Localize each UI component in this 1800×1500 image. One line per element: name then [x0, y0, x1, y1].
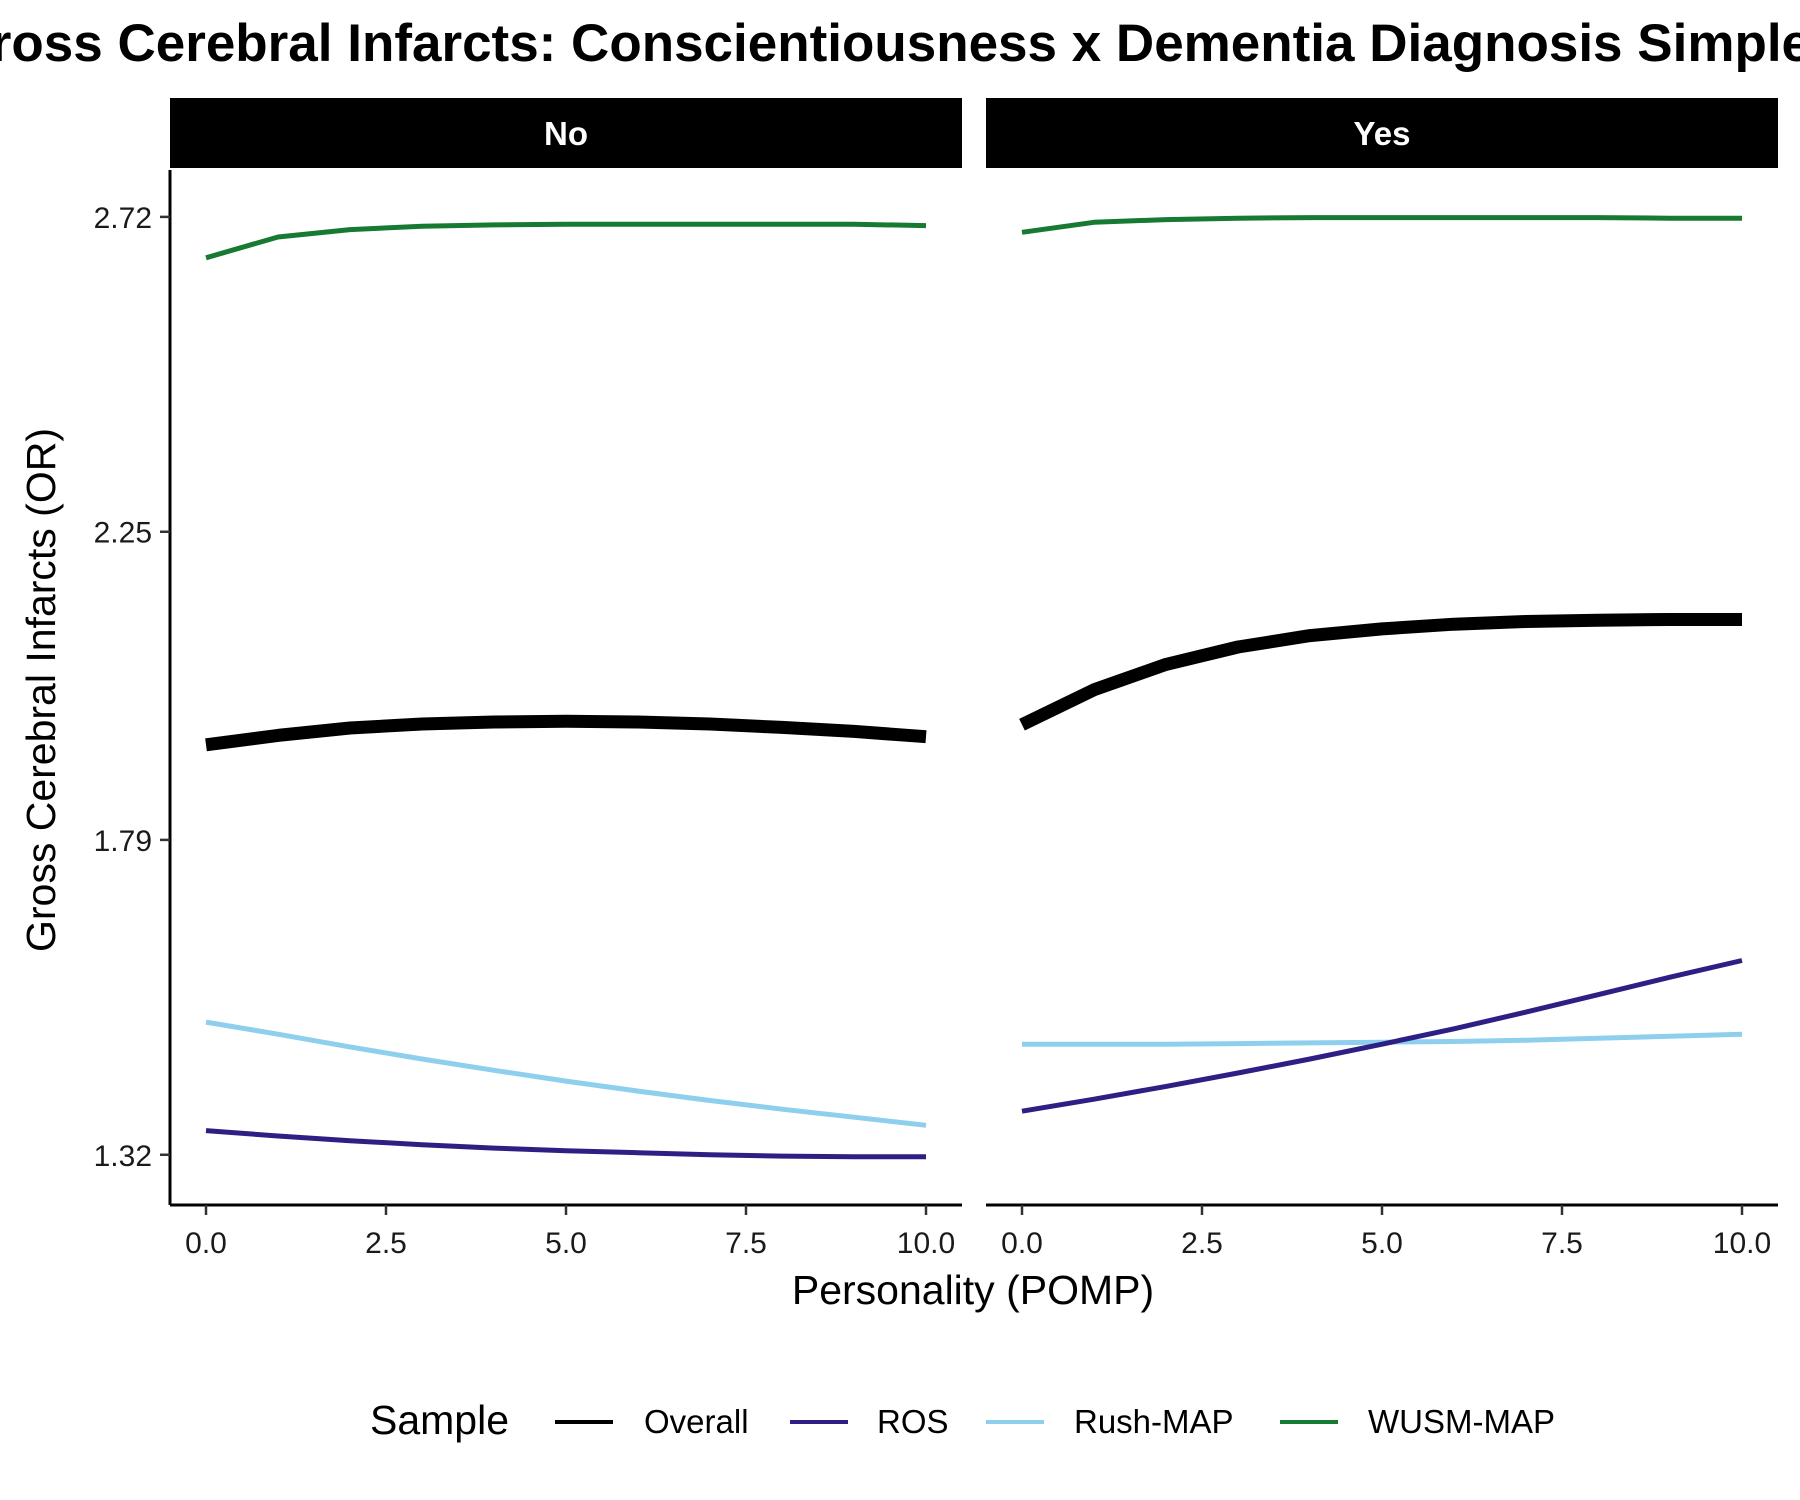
facet-strip — [170, 98, 962, 168]
y-tick-label: 2.72 — [94, 202, 152, 235]
y-tick-label: 1.79 — [94, 825, 152, 858]
y-tick-label: 2.25 — [94, 517, 152, 550]
y-tick-label: 1.32 — [94, 1140, 152, 1173]
legend: Sample Overall ROS Rush-MAP WUSM-MAP — [370, 1397, 1555, 1443]
x-tick-label: 5.0 — [1361, 1227, 1403, 1260]
series-line-wusm-map — [1021, 215, 1742, 235]
x-tick-label: 5.0 — [545, 1227, 587, 1260]
x-tick-label: 10.0 — [1713, 1227, 1771, 1260]
legend-item-ros: ROS — [790, 1403, 949, 1440]
y-axis-title: Gross Cerebral Infarcts (OR) — [18, 428, 64, 952]
series-line-ros — [205, 1128, 926, 1160]
x-tick-label: 7.5 — [1541, 1227, 1583, 1260]
x-tick-label: 10.0 — [897, 1227, 955, 1260]
legend-item-overall: Overall — [555, 1403, 749, 1440]
x-tick-label: 0.0 — [185, 1227, 227, 1260]
legend-label: WUSM-MAP — [1368, 1403, 1555, 1440]
x-tick-label: 7.5 — [725, 1227, 767, 1260]
facet-panel-no: No 0.0 2.5 5.0 7.5 10.0 1.32 1.79 2.25 2.72 — [94, 98, 962, 1260]
x-tick-label: 2.5 — [1181, 1227, 1223, 1260]
series-line-overall — [1019, 613, 1742, 731]
facet-panel-yes: Yes 0.0 2.5 5.0 7.5 10.0 — [986, 98, 1778, 1260]
chart-title: Gross Cerebral Infarcts: Conscientiousne… — [0, 14, 1800, 73]
series-line-rush-map — [205, 1019, 927, 1128]
legend-label: ROS — [877, 1403, 949, 1440]
series-line-wusm-map — [205, 221, 927, 261]
series-line-overall — [205, 714, 927, 752]
x-tick-label: 0.0 — [1001, 1227, 1043, 1260]
x-tick-label: 2.5 — [365, 1227, 407, 1260]
series-line-ros — [1021, 958, 1743, 1114]
legend-item-rush-map: Rush-MAP — [986, 1403, 1234, 1440]
facet-panels: No 0.0 2.5 5.0 7.5 10.0 1.32 1.79 2.25 2.72 Yes 0.0… — [94, 98, 1778, 1260]
legend-label: Overall — [644, 1403, 749, 1440]
facet-strip-label: Yes — [1354, 115, 1411, 152]
x-axis-title: Personality (POMP) — [792, 1267, 1154, 1313]
facet-strip-label: No — [544, 115, 588, 152]
legend-item-wusm-map: WUSM-MAP — [1280, 1403, 1555, 1440]
facet-strip — [986, 98, 1778, 168]
legend-title: Sample — [370, 1397, 509, 1443]
legend-label: Rush-MAP — [1074, 1403, 1234, 1440]
